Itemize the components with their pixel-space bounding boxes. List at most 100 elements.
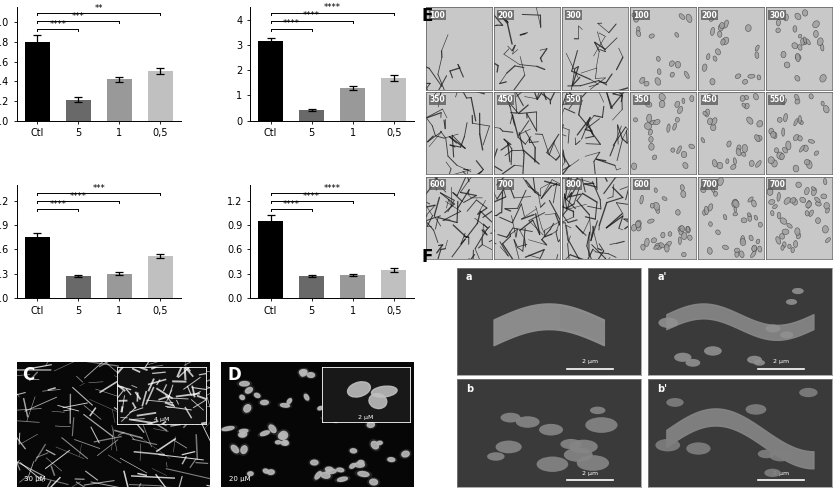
Ellipse shape: [631, 224, 637, 231]
Ellipse shape: [253, 392, 262, 399]
Ellipse shape: [241, 432, 247, 437]
Text: 800: 800: [565, 180, 581, 189]
Text: 2 μm: 2 μm: [773, 360, 789, 365]
Ellipse shape: [337, 468, 344, 472]
Ellipse shape: [266, 469, 276, 476]
Text: 550: 550: [565, 95, 581, 104]
Ellipse shape: [707, 247, 712, 254]
Ellipse shape: [798, 34, 802, 38]
Bar: [381, 78, 406, 121]
Ellipse shape: [679, 228, 683, 235]
Ellipse shape: [681, 185, 685, 191]
Ellipse shape: [349, 463, 355, 468]
Ellipse shape: [335, 476, 350, 483]
Ellipse shape: [823, 106, 829, 113]
Ellipse shape: [351, 369, 359, 374]
Text: 700: 700: [497, 180, 513, 189]
Ellipse shape: [777, 193, 780, 201]
Ellipse shape: [681, 191, 686, 198]
Ellipse shape: [797, 233, 801, 239]
Ellipse shape: [278, 433, 286, 439]
Text: ****: ****: [49, 200, 66, 208]
Ellipse shape: [314, 470, 323, 481]
Ellipse shape: [331, 418, 339, 423]
Ellipse shape: [335, 467, 345, 473]
Ellipse shape: [321, 416, 334, 420]
Ellipse shape: [686, 226, 691, 233]
Ellipse shape: [742, 218, 747, 223]
Ellipse shape: [747, 356, 762, 364]
Ellipse shape: [711, 124, 716, 131]
Ellipse shape: [342, 413, 355, 421]
Ellipse shape: [771, 131, 776, 138]
Ellipse shape: [780, 331, 793, 338]
Ellipse shape: [247, 471, 254, 477]
Text: 600: 600: [430, 180, 446, 189]
Ellipse shape: [399, 407, 406, 413]
Text: 20 μM: 20 μM: [229, 476, 251, 482]
Ellipse shape: [807, 200, 810, 208]
Ellipse shape: [645, 238, 650, 247]
Ellipse shape: [734, 248, 740, 252]
Ellipse shape: [377, 441, 382, 445]
Text: 300: 300: [565, 11, 581, 20]
Ellipse shape: [229, 444, 241, 454]
Ellipse shape: [709, 16, 714, 21]
Ellipse shape: [318, 407, 323, 410]
Ellipse shape: [749, 235, 753, 241]
Ellipse shape: [308, 459, 320, 466]
Ellipse shape: [814, 151, 818, 156]
Ellipse shape: [790, 198, 796, 203]
Ellipse shape: [400, 450, 411, 458]
Text: a: a: [466, 272, 472, 283]
Ellipse shape: [682, 98, 685, 104]
Ellipse shape: [258, 430, 272, 437]
Ellipse shape: [799, 388, 818, 397]
Ellipse shape: [652, 155, 657, 160]
Text: 450: 450: [701, 95, 717, 104]
Ellipse shape: [670, 61, 675, 66]
Ellipse shape: [349, 448, 358, 454]
Ellipse shape: [324, 466, 334, 472]
Ellipse shape: [585, 417, 618, 433]
Ellipse shape: [686, 359, 701, 367]
Ellipse shape: [782, 147, 788, 153]
Ellipse shape: [809, 210, 813, 216]
Ellipse shape: [269, 425, 276, 433]
Ellipse shape: [752, 246, 757, 252]
Ellipse shape: [704, 346, 721, 356]
Ellipse shape: [777, 152, 783, 159]
Ellipse shape: [645, 123, 651, 129]
Ellipse shape: [678, 237, 681, 245]
Ellipse shape: [739, 251, 744, 258]
Ellipse shape: [276, 441, 281, 444]
Ellipse shape: [246, 387, 252, 393]
Ellipse shape: [670, 148, 675, 152]
Bar: [340, 88, 365, 121]
Ellipse shape: [660, 232, 665, 238]
Ellipse shape: [656, 56, 660, 61]
Ellipse shape: [281, 441, 288, 445]
Ellipse shape: [317, 406, 324, 411]
Text: 350: 350: [634, 95, 649, 104]
Ellipse shape: [649, 143, 655, 150]
Ellipse shape: [793, 134, 799, 141]
Ellipse shape: [679, 14, 685, 19]
Ellipse shape: [689, 144, 695, 149]
Ellipse shape: [654, 203, 660, 210]
Ellipse shape: [701, 138, 705, 143]
Ellipse shape: [732, 199, 737, 207]
Text: ****: ****: [303, 192, 320, 201]
Ellipse shape: [806, 160, 812, 168]
Ellipse shape: [816, 218, 820, 224]
Ellipse shape: [796, 182, 802, 188]
Ellipse shape: [702, 64, 707, 71]
Ellipse shape: [667, 124, 670, 132]
Ellipse shape: [280, 404, 289, 407]
Text: b: b: [466, 384, 473, 394]
Ellipse shape: [388, 457, 395, 461]
Ellipse shape: [655, 243, 662, 249]
Ellipse shape: [782, 242, 786, 247]
Ellipse shape: [787, 223, 793, 228]
Ellipse shape: [757, 75, 761, 80]
